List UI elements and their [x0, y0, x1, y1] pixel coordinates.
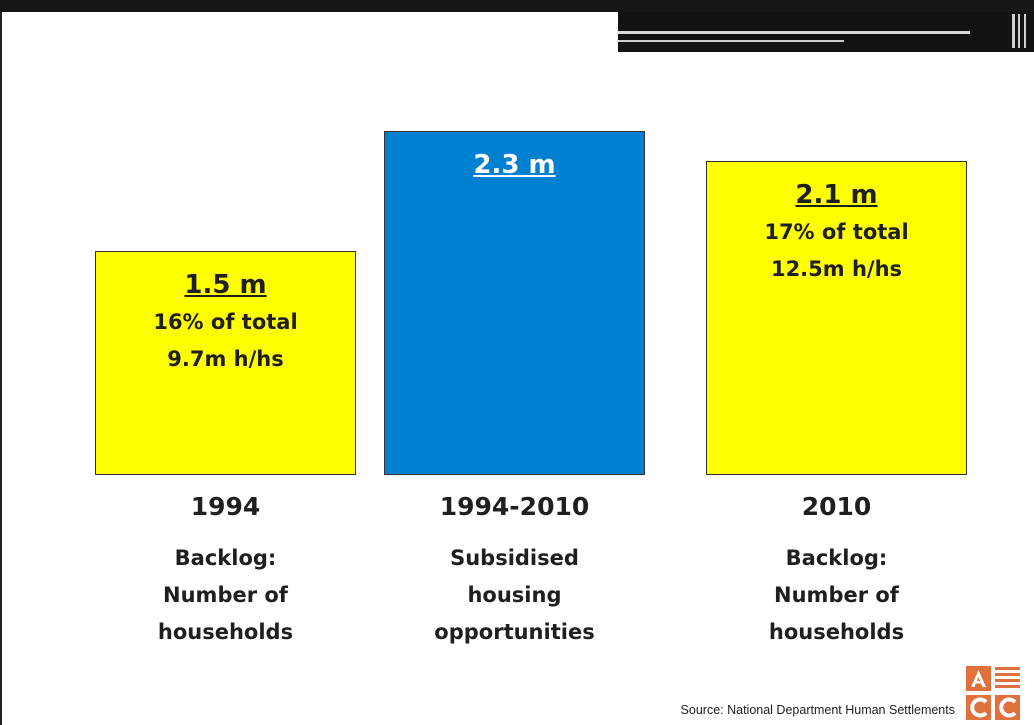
category-description-line: households	[712, 614, 962, 651]
logo-stripe	[995, 673, 1020, 676]
category-description: Backlog: Number of households	[101, 540, 351, 651]
category-description: Subsidised housing opportunities	[390, 540, 640, 651]
category-label: 2010	[712, 492, 962, 521]
bar-sublabel: 12.5m h/hs	[707, 251, 966, 288]
bar-1994-2010: 2.3 m	[384, 131, 645, 475]
category-description-line: Number of	[712, 577, 962, 614]
category-label: 1994-2010	[390, 492, 640, 521]
logo-stripe	[995, 667, 1020, 670]
bar-2010: 2.1 m 17% of total 12.5m h/hs	[706, 161, 967, 475]
logo-tile	[966, 666, 991, 691]
bar-sublabel: 16% of total	[96, 304, 355, 341]
logo-stripe	[995, 685, 1020, 688]
logo-stripe	[995, 679, 1020, 682]
category-description-line: households	[101, 614, 351, 651]
category-description-line: Number of	[101, 577, 351, 614]
bar-value-label: 2.1 m	[707, 176, 966, 214]
category-description: Backlog: Number of households	[712, 540, 962, 651]
bar-1994: 1.5 m 16% of total 9.7m h/hs	[95, 251, 356, 475]
category-description-line: housing	[390, 577, 640, 614]
bar-value-label: 1.5 m	[96, 266, 355, 304]
acc-logo-icon	[964, 664, 1022, 722]
bar-sublabel: 17% of total	[707, 214, 966, 251]
category-description-line: Backlog:	[712, 540, 962, 577]
category-label: 1994	[101, 492, 351, 521]
bar-value-label: 2.3 m	[385, 146, 644, 184]
category-description-line: Subsidised	[390, 540, 640, 577]
source-note: Source: National Department Human Settle…	[560, 703, 955, 717]
category-description-line: opportunities	[390, 614, 640, 651]
bar-sublabel: 9.7m h/hs	[96, 341, 355, 378]
category-description-line: Backlog:	[101, 540, 351, 577]
